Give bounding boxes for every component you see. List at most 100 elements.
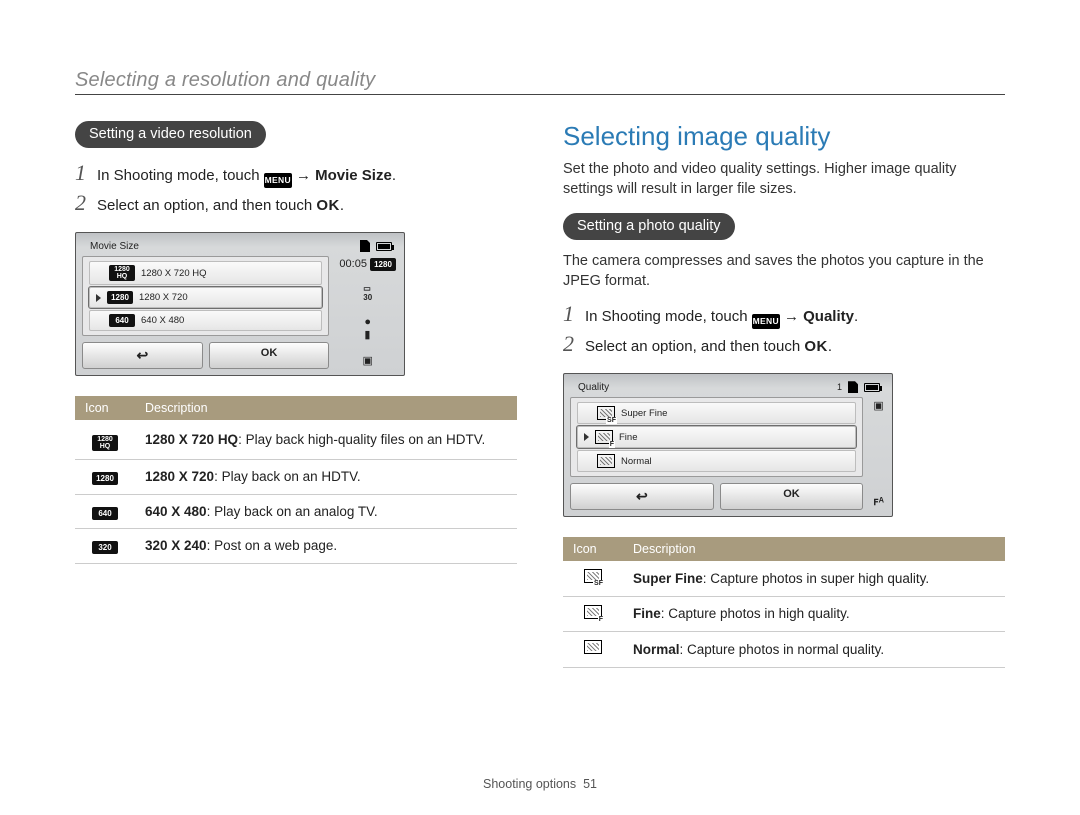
row-bold: Fine [633, 606, 661, 621]
table-row: Normal: Capture photos in normal quality… [563, 632, 1005, 668]
screen-title: Movie Size [90, 241, 139, 252]
row-bold: 640 X 480 [145, 504, 207, 519]
row-bold: Normal [633, 642, 680, 657]
battery-icon [376, 242, 392, 251]
ok-button[interactable]: OK [209, 342, 330, 369]
timer-label: 00:05 [339, 258, 367, 270]
resolution-chip: 1280 [92, 472, 118, 485]
right-column: Selecting image quality Set the photo an… [563, 121, 1005, 668]
para-text: The camera compresses and saves the phot… [563, 252, 1005, 291]
back-button[interactable] [82, 342, 203, 369]
face-detect-icon: ▣ [873, 399, 883, 412]
icon-table-video: Icon Description 1280HQ 1280 X 720 HQ: P… [75, 396, 517, 564]
ok-icon: OK [316, 197, 340, 214]
side-status-icons: ▣ ꜰᴬ [869, 397, 886, 510]
arrow-icon: → [296, 167, 311, 184]
screen-title: Quality [578, 382, 609, 393]
menu-icon: MENU [752, 314, 780, 329]
mic-icon: ●▮ [364, 316, 371, 341]
step-text: Select an option, and then touch [585, 338, 804, 355]
page-footer: Shooting options 51 [0, 777, 1080, 791]
sd-icon [848, 381, 858, 393]
row-bold: 1280 X 720 HQ [145, 432, 238, 447]
selection-pointer-icon [584, 433, 589, 441]
option-row[interactable]: F Fine [577, 426, 856, 448]
step-1: In Shooting mode, touch MENU → Quality. [563, 305, 1005, 329]
period: . [854, 308, 858, 325]
option-row[interactable]: 640 640 X 480 [89, 310, 322, 331]
option-label: 1280 X 720 HQ [141, 268, 207, 279]
resolution-chip: 1280 [107, 291, 133, 304]
table-header-desc: Description [623, 537, 1005, 561]
section-pill-photo: Setting a photo quality [563, 213, 735, 240]
row-rest: : Play back high-quality files on an HDT… [238, 432, 485, 447]
step-2: Select an option, and then touch OK. [75, 194, 517, 218]
footer-section: Shooting options [483, 777, 576, 791]
quality-icon: SF [597, 406, 615, 420]
resolution-chip: 1280HQ [109, 265, 135, 281]
menu-icon: MENU [264, 173, 292, 188]
two-column-layout: Setting a video resolution In Shooting m… [75, 121, 1005, 668]
option-label: 1280 X 720 [139, 292, 188, 303]
step-text: In Shooting mode, touch [97, 167, 264, 184]
ok-icon: OK [804, 338, 828, 355]
section-heading: Selecting image quality [563, 121, 1005, 152]
manual-page: Selecting a resolution and quality Setti… [0, 0, 1080, 815]
row-rest: : Capture photos in super high quality. [703, 571, 929, 586]
row-rest: : Post on a web page. [207, 538, 338, 553]
table-header-desc: Description [135, 396, 517, 420]
row-rest: : Play back on an HDTV. [214, 469, 361, 484]
step-1: In Shooting mode, touch MENU → Movie Siz… [75, 164, 517, 188]
battery-icon [864, 383, 880, 392]
option-row[interactable]: 1280HQ 1280 X 720 HQ [89, 261, 322, 285]
option-row[interactable]: SF Super Fine [577, 402, 856, 424]
option-row[interactable]: Normal [577, 450, 856, 472]
quality-icon [584, 640, 602, 654]
screen-movie-size: Movie Size 1280HQ 1280 X 720 HQ [75, 232, 405, 376]
option-label: Normal [621, 456, 652, 467]
flash-auto-icon: ꜰᴬ [873, 495, 884, 508]
step-text: In Shooting mode, touch [585, 308, 752, 325]
steps-video: In Shooting mode, touch MENU → Movie Siz… [75, 164, 517, 218]
option-row[interactable]: 1280 1280 X 720 [89, 287, 322, 308]
table-row: F Fine: Capture photos in high quality. [563, 596, 1005, 632]
table-header-icon: Icon [563, 537, 623, 561]
step-target: Movie Size [315, 167, 392, 184]
row-bold: Super Fine [633, 571, 703, 586]
option-list: SF Super Fine F Fine Norm [570, 397, 863, 477]
quality-icon: SF [584, 569, 602, 583]
table-row: 320 320 X 240: Post on a web page. [75, 529, 517, 564]
row-bold: 1280 X 720 [145, 469, 214, 484]
row-rest: : Play back on an analog TV. [207, 504, 378, 519]
period: . [828, 338, 832, 355]
intro-text: Set the photo and video quality settings… [563, 160, 1005, 199]
screen-quality: Quality 1 SF Super Fine [563, 373, 893, 517]
back-button[interactable] [570, 483, 714, 510]
period: . [392, 167, 396, 184]
resolution-chip: 1280HQ [92, 435, 118, 451]
counter-label: 1 [837, 382, 842, 392]
row-rest: : Capture photos in normal quality. [680, 642, 885, 657]
resolution-chip: 1280 [370, 258, 396, 271]
resolution-chip: 640 [92, 507, 118, 520]
row-bold: 320 X 240 [145, 538, 207, 553]
footer-page: 51 [583, 777, 597, 791]
arrow-icon: → [784, 308, 799, 325]
left-column: Setting a video resolution In Shooting m… [75, 121, 517, 668]
ok-button[interactable]: OK [720, 483, 864, 510]
option-label: Fine [619, 432, 637, 443]
row-rest: : Capture photos in high quality. [661, 606, 850, 621]
divider [75, 94, 1005, 95]
quality-icon: F [584, 605, 602, 619]
option-label: Super Fine [621, 408, 667, 419]
table-header-icon: Icon [75, 396, 135, 420]
quality-icon: F [595, 430, 613, 444]
step-target: Quality [803, 308, 854, 325]
table-row: SF Super Fine: Capture photos in super h… [563, 561, 1005, 596]
resolution-chip: 640 [109, 314, 135, 327]
table-row: 1280 1280 X 720: Play back on an HDTV. [75, 460, 517, 495]
selection-pointer-icon [96, 294, 101, 302]
quality-icon [597, 454, 615, 468]
step-text: Select an option, and then touch [97, 197, 316, 214]
period: . [340, 197, 344, 214]
